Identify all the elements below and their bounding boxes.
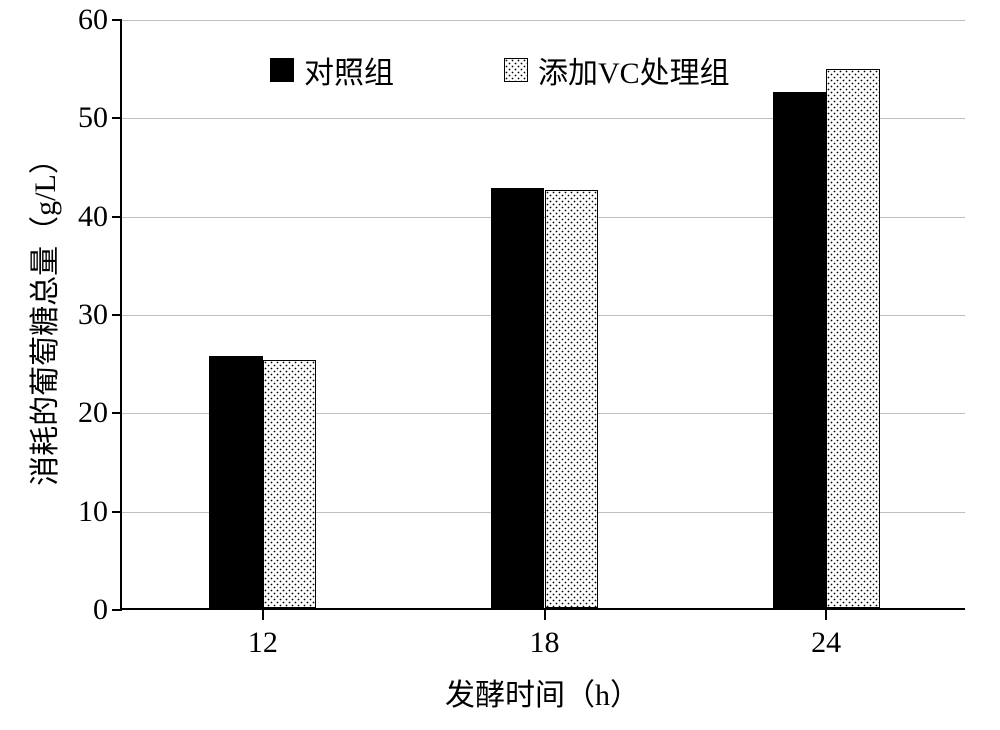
legend-item: 添加VC处理组 [504,48,730,92]
x-axis-title: 发酵时间（h） [445,670,640,714]
legend-item: 对照组 [270,48,394,92]
legend-swatch [270,58,294,82]
y-tick [112,19,122,21]
y-tick [112,314,122,316]
y-tick-label: 40 [78,200,108,234]
y-tick [112,117,122,119]
bar-chart: 0102030405060121824 消耗的葡萄糖总量（g/L） 发酵时间（h… [0,0,1000,730]
y-tick [112,412,122,414]
x-tick [262,610,264,620]
plot-area: 0102030405060121824 [120,20,965,610]
x-tick-label: 12 [248,626,278,660]
bar [773,92,827,608]
y-tick-label: 10 [78,495,108,529]
legend-label: 添加VC处理组 [538,48,730,92]
bar [263,360,317,608]
legend: 对照组 添加VC处理组 [270,48,840,92]
y-tick [112,511,122,513]
x-tick [825,610,827,620]
x-tick-label: 18 [530,626,560,660]
gridline [122,20,965,21]
y-tick [112,609,122,611]
y-tick-label: 20 [78,396,108,430]
y-tick-label: 50 [78,101,108,135]
bar [826,69,880,608]
y-tick-label: 60 [78,3,108,37]
x-tick-label: 24 [811,626,841,660]
legend-label: 对照组 [304,48,394,92]
legend-swatch [504,58,528,82]
x-tick [544,610,546,620]
y-tick-label: 0 [93,593,108,627]
y-tick-label: 30 [78,298,108,332]
y-tick [112,216,122,218]
bar [209,356,263,608]
bar [491,188,545,608]
y-axis-title: 消耗的葡萄糖总量（g/L） [20,144,64,486]
bar [545,190,599,608]
